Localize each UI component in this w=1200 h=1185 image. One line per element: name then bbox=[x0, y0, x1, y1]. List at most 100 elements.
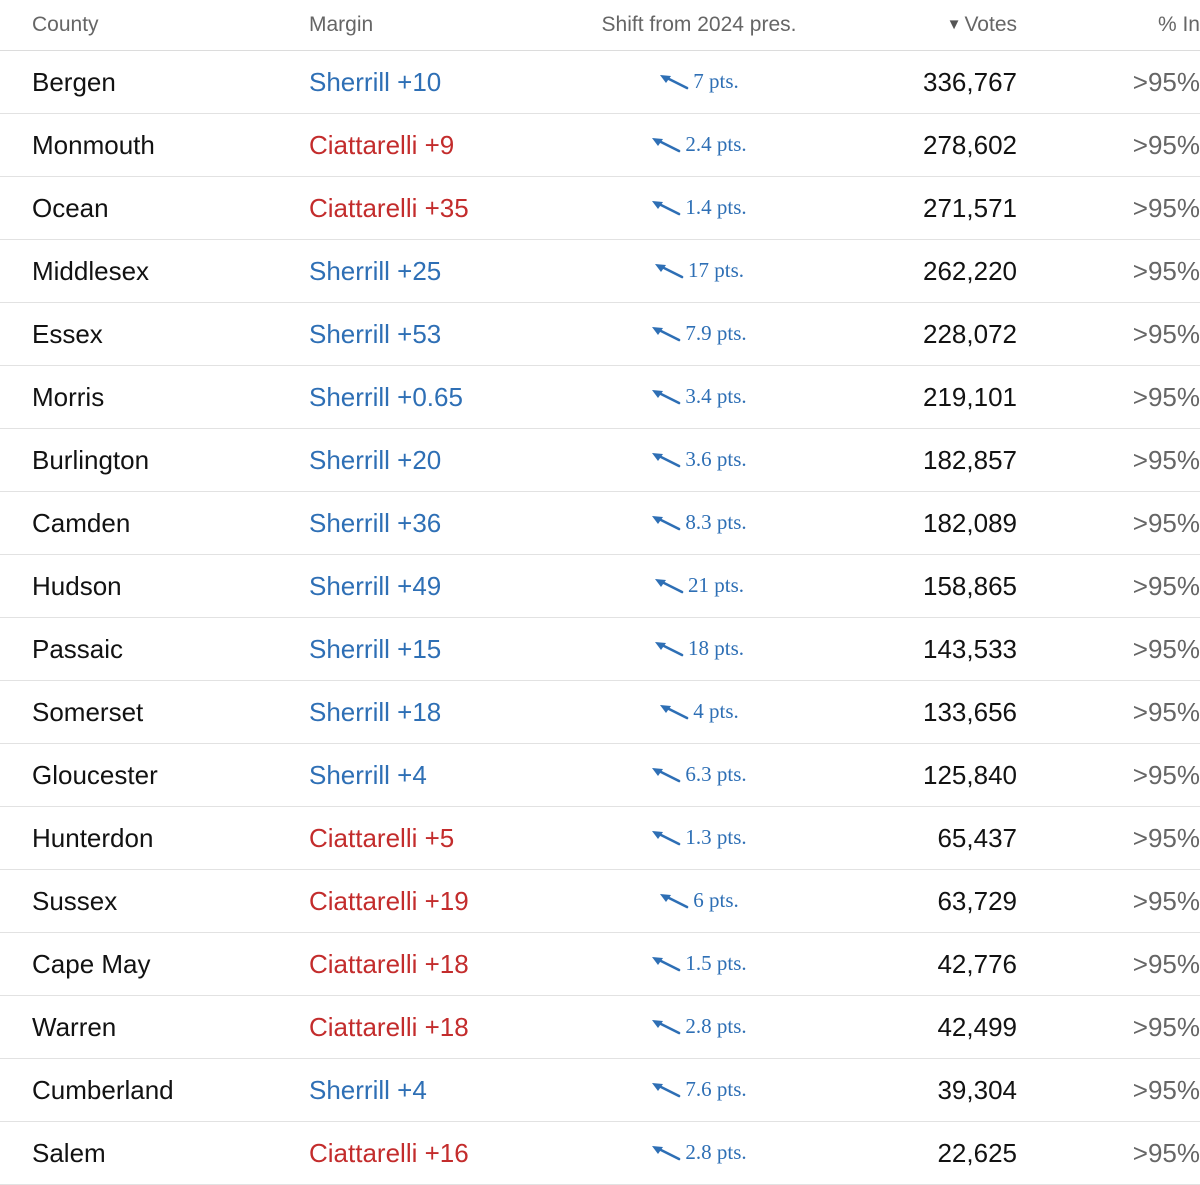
margin-value: Sherrill +49 bbox=[309, 570, 442, 601]
arrow-up-left-icon bbox=[651, 515, 681, 531]
table-row: Somerset Sherrill +18 4 pts. 133,656 >95… bbox=[0, 680, 1200, 744]
votes-value: 22,625 bbox=[937, 1137, 1017, 1168]
votes-value: 278,602 bbox=[923, 129, 1017, 160]
votes-cell: 271,571 bbox=[829, 176, 1017, 240]
table-row: Hunterdon Ciattarelli +5 1.3 pts. 65,437… bbox=[0, 806, 1200, 870]
votes-cell: 278,602 bbox=[829, 113, 1017, 177]
shift-cell: 2.4 pts. bbox=[569, 113, 829, 177]
arrow-up-left-icon bbox=[651, 767, 681, 783]
table-row: Gloucester Sherrill +4 6.3 pts. 125,840 … bbox=[0, 743, 1200, 807]
margin-value: Ciattarelli +16 bbox=[309, 1137, 469, 1168]
county-cell: Salem bbox=[0, 1121, 309, 1185]
pct-in-value: >95% bbox=[1132, 192, 1200, 223]
county-name: Hudson bbox=[32, 570, 122, 601]
pct-in-cell: >95% bbox=[1017, 302, 1200, 366]
shift-indicator: 2.8 pts. bbox=[651, 1014, 747, 1039]
margin-value: Sherrill +25 bbox=[309, 255, 442, 286]
votes-cell: 182,089 bbox=[829, 491, 1017, 555]
shift-indicator: 18 pts. bbox=[654, 636, 744, 661]
pct-in-value: >95% bbox=[1132, 318, 1200, 349]
shift-value: 8.3 pts. bbox=[685, 510, 747, 535]
arrow-up-left-icon bbox=[651, 1145, 681, 1161]
header-county-label: County bbox=[32, 13, 99, 36]
shift-cell: 7.9 pts. bbox=[569, 302, 829, 366]
shift-cell: 7 pts. bbox=[569, 50, 829, 114]
shift-cell: 2.8 pts. bbox=[569, 1121, 829, 1185]
pct-in-value: >95% bbox=[1132, 759, 1200, 790]
county-cell: Monmouth bbox=[0, 113, 309, 177]
margin-cell: Ciattarelli +35 bbox=[309, 176, 569, 240]
header-margin[interactable]: Margin bbox=[309, 0, 569, 51]
shift-value: 21 pts. bbox=[687, 573, 744, 598]
header-votes[interactable]: ▼ Votes bbox=[829, 0, 1017, 51]
votes-value: 182,857 bbox=[923, 444, 1017, 475]
county-name: Warren bbox=[32, 1011, 117, 1042]
table-row: Burlington Sherrill +20 3.6 pts. 182,857… bbox=[0, 428, 1200, 492]
header-shift-label: Shift from 2024 pres. bbox=[601, 13, 797, 36]
shift-indicator: 6.3 pts. bbox=[651, 762, 747, 787]
margin-value: Ciattarelli +9 bbox=[309, 129, 455, 160]
pct-in-cell: >95% bbox=[1017, 50, 1200, 114]
table-row: Monmouth Ciattarelli +9 2.4 pts. 278,602… bbox=[0, 113, 1200, 177]
votes-value: 336,767 bbox=[923, 66, 1017, 97]
header-pct-in[interactable]: % In bbox=[1017, 0, 1200, 51]
margin-cell: Sherrill +25 bbox=[309, 239, 569, 303]
pct-in-value: >95% bbox=[1132, 507, 1200, 538]
votes-value: 65,437 bbox=[937, 822, 1017, 853]
pct-in-cell: >95% bbox=[1017, 617, 1200, 681]
shift-indicator: 21 pts. bbox=[654, 573, 744, 598]
votes-value: 39,304 bbox=[937, 1074, 1017, 1105]
margin-cell: Ciattarelli +16 bbox=[309, 1121, 569, 1185]
county-name: Sussex bbox=[32, 885, 118, 916]
margin-value: Ciattarelli +18 bbox=[309, 1011, 469, 1042]
arrow-up-left-icon bbox=[654, 641, 684, 657]
county-name: Burlington bbox=[32, 444, 150, 475]
votes-cell: 262,220 bbox=[829, 239, 1017, 303]
margin-value: Sherrill +36 bbox=[309, 507, 442, 538]
county-cell: Gloucester bbox=[0, 743, 309, 807]
header-shift[interactable]: Shift from 2024 pres. bbox=[569, 0, 829, 51]
table-row: Hudson Sherrill +49 21 pts. 158,865 >95% bbox=[0, 554, 1200, 618]
margin-cell: Sherrill +53 bbox=[309, 302, 569, 366]
header-pct-in-label: % In bbox=[1157, 13, 1200, 36]
votes-cell: 143,533 bbox=[829, 617, 1017, 681]
votes-cell: 133,656 bbox=[829, 680, 1017, 744]
county-name: Monmouth bbox=[32, 129, 155, 160]
shift-value: 6 pts. bbox=[693, 888, 739, 913]
shift-indicator: 8.3 pts. bbox=[651, 510, 747, 535]
county-cell: Warren bbox=[0, 995, 309, 1059]
county-name: Cape May bbox=[32, 948, 151, 979]
county-cell: Sussex bbox=[0, 869, 309, 933]
shift-cell: 17 pts. bbox=[569, 239, 829, 303]
county-name: Passaic bbox=[32, 633, 124, 664]
table-row: Sussex Ciattarelli +19 6 pts. 63,729 >95… bbox=[0, 869, 1200, 933]
shift-cell: 3.6 pts. bbox=[569, 428, 829, 492]
votes-cell: 42,499 bbox=[829, 995, 1017, 1059]
pct-in-value: >95% bbox=[1132, 129, 1200, 160]
shift-cell: 8.3 pts. bbox=[569, 491, 829, 555]
county-cell: Essex bbox=[0, 302, 309, 366]
arrow-up-left-icon bbox=[651, 200, 681, 216]
margin-value: Sherrill +4 bbox=[309, 759, 427, 790]
margin-cell: Ciattarelli +9 bbox=[309, 113, 569, 177]
sort-descending-icon: ▼ bbox=[946, 16, 962, 33]
shift-indicator: 17 pts. bbox=[654, 258, 744, 283]
county-cell: Morris bbox=[0, 365, 309, 429]
table-row: Cumberland Sherrill +4 7.6 pts. 39,304 >… bbox=[0, 1058, 1200, 1122]
pct-in-value: >95% bbox=[1132, 633, 1200, 664]
votes-cell: 336,767 bbox=[829, 50, 1017, 114]
votes-cell: 219,101 bbox=[829, 365, 1017, 429]
shift-indicator: 3.6 pts. bbox=[651, 447, 747, 472]
county-cell: Camden bbox=[0, 491, 309, 555]
table-body: Bergen Sherrill +10 7 pts. 336,767 >95% … bbox=[0, 50, 1200, 1185]
margin-value: Sherrill +15 bbox=[309, 633, 442, 664]
pct-in-cell: >95% bbox=[1017, 428, 1200, 492]
arrow-up-left-icon bbox=[651, 1019, 681, 1035]
pct-in-value: >95% bbox=[1132, 255, 1200, 286]
county-cell: Passaic bbox=[0, 617, 309, 681]
pct-in-cell: >95% bbox=[1017, 113, 1200, 177]
county-name: Morris bbox=[32, 381, 105, 412]
header-county[interactable]: County bbox=[0, 0, 309, 51]
arrow-up-left-icon bbox=[659, 893, 689, 909]
